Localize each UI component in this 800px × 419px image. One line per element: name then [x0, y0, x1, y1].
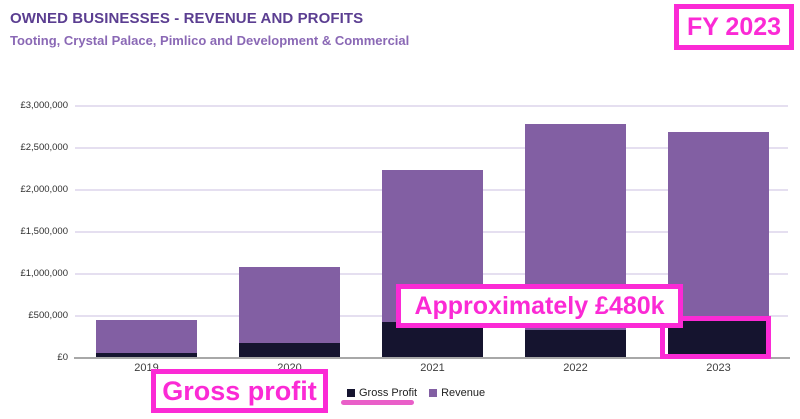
- chart-legend: Gross Profit Revenue: [347, 387, 485, 399]
- y-axis-tick-label: £1,000,000: [20, 268, 68, 279]
- gross-profit-underline-annotation: [341, 400, 414, 405]
- x-axis-tick-label-2023: 2023: [706, 362, 731, 374]
- gross-profit-swatch-icon: [347, 389, 355, 397]
- y-axis-tick-label: £1,500,000: [20, 226, 68, 237]
- x-axis-tick-label-2021: 2021: [420, 362, 445, 374]
- y-axis-tick-label: £2,500,000: [20, 142, 68, 153]
- gross-profit-bar-2020[interactable]: [239, 342, 340, 358]
- legend-item-gross-profit[interactable]: Gross Profit: [347, 387, 417, 399]
- legend-label-gross-profit: Gross Profit: [359, 387, 418, 399]
- gp-2023-highlight-annotation: [660, 316, 771, 359]
- gross-profit-bar-2022[interactable]: [525, 330, 626, 358]
- y-axis-tick-label: £2,000,000: [20, 184, 68, 195]
- approx-480k-annotation: Approximately £480k: [396, 284, 683, 328]
- y-axis-tick-label: £3,000,000: [20, 100, 68, 111]
- legend-label-revenue: Revenue: [441, 387, 486, 399]
- gross-profit-bar-2019[interactable]: [96, 352, 197, 358]
- y-axis-tick-label: £0: [57, 352, 68, 363]
- gridline: [75, 105, 788, 107]
- revenue-bar-2020[interactable]: [239, 267, 340, 358]
- x-axis-line: [74, 357, 790, 359]
- fy-2023-annotation-badge: FY 2023: [674, 4, 794, 50]
- gross-profit-bar-2023[interactable]: [668, 317, 769, 358]
- page-title: OWNED BUSINESSES - REVENUE AND PROFITS: [10, 10, 364, 27]
- revenue-bar-2019[interactable]: [96, 320, 197, 358]
- y-axis-tick-label: £500,000: [28, 310, 68, 321]
- page-subtitle: Tooting, Crystal Palace, Pimlico and Dev…: [10, 33, 410, 48]
- gridline: [75, 147, 788, 149]
- x-axis-tick-label-2022: 2022: [563, 362, 588, 374]
- gross-profit-annotation: Gross profit: [151, 369, 328, 413]
- legend-item-revenue[interactable]: Revenue: [429, 387, 485, 399]
- revenue-swatch-icon: [429, 389, 438, 397]
